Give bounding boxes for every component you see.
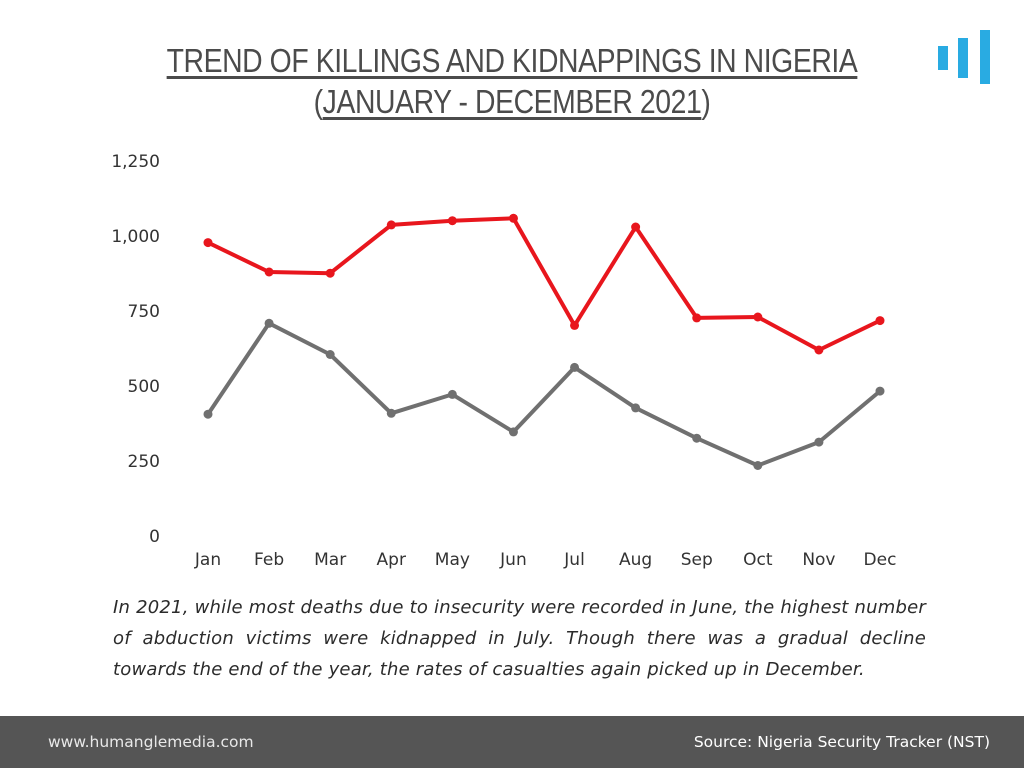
- data-point: [508, 427, 518, 437]
- x-tick-label: Feb: [254, 550, 284, 570]
- title-line-1: TREND OF KILLINGS AND KIDNAPPINGS IN NIG…: [166, 42, 858, 79]
- data-point: [875, 316, 885, 326]
- y-tick-label: 1,250: [111, 152, 160, 172]
- x-tick-label: Mar: [314, 550, 346, 570]
- data-point: [692, 313, 702, 323]
- data-point: [631, 403, 641, 413]
- data-point: [203, 238, 213, 248]
- data-point: [203, 409, 213, 419]
- data-point: [264, 267, 274, 277]
- data-point: [325, 350, 335, 359]
- title-paren-close: ): [701, 83, 711, 120]
- data-point: [753, 312, 763, 322]
- website-link[interactable]: www.humanglemedia.com: [48, 733, 254, 751]
- data-point: [447, 389, 457, 399]
- footer-bar: www.humanglemedia.com Source: Nigeria Se…: [0, 716, 1024, 768]
- chart-title: TREND OF KILLINGS AND KIDNAPPINGS IN NIG…: [72, 40, 953, 122]
- y-tick-label: 750: [128, 302, 160, 322]
- x-tick-label: Sep: [681, 550, 713, 570]
- data-point: [753, 461, 763, 470]
- data-point: [264, 318, 274, 328]
- x-tick-label: Aug: [619, 550, 652, 570]
- line-chart: 0 250 500 750 1,000 1,250 Jan Feb Mar Apr May Jun Ju…: [111, 152, 897, 570]
- data-point: [692, 433, 702, 443]
- x-tick-label: May: [435, 550, 470, 570]
- series-line-1: [206, 321, 882, 468]
- y-tick-label: 1,000: [111, 227, 160, 247]
- data-point: [447, 216, 457, 226]
- x-tick-label: Oct: [743, 550, 773, 570]
- data-point: [875, 386, 885, 396]
- x-tick-label: Nov: [802, 550, 835, 570]
- data-point: [814, 437, 824, 447]
- y-tick-label: 500: [128, 377, 160, 397]
- data-point: [570, 320, 580, 330]
- y-tick-label: 250: [128, 452, 160, 472]
- data-point: [814, 345, 824, 355]
- data-point: [386, 408, 396, 418]
- x-tick-label: Dec: [864, 550, 897, 570]
- bar-logo-icon: [938, 30, 990, 84]
- data-point: [386, 220, 396, 230]
- title-paren-open: (: [313, 83, 323, 120]
- series-line-0: [207, 216, 881, 352]
- data-point: [631, 222, 641, 232]
- data-point: [325, 268, 335, 278]
- x-tick-label: Apr: [377, 550, 406, 570]
- chart-caption: In 2021, while most deaths due to insecu…: [113, 597, 926, 680]
- data-point: [570, 362, 580, 372]
- source-note: Source: Nigeria Security Tracker (NST): [693, 733, 990, 751]
- title-line-2: JANUARY - DECEMBER 2021: [322, 83, 702, 120]
- x-tick-label: Jun: [499, 550, 527, 570]
- x-tick-label: Jan: [194, 550, 221, 570]
- y-tick-label: 0: [149, 527, 160, 547]
- data-point: [508, 213, 518, 223]
- x-tick-label: Jul: [563, 550, 585, 570]
